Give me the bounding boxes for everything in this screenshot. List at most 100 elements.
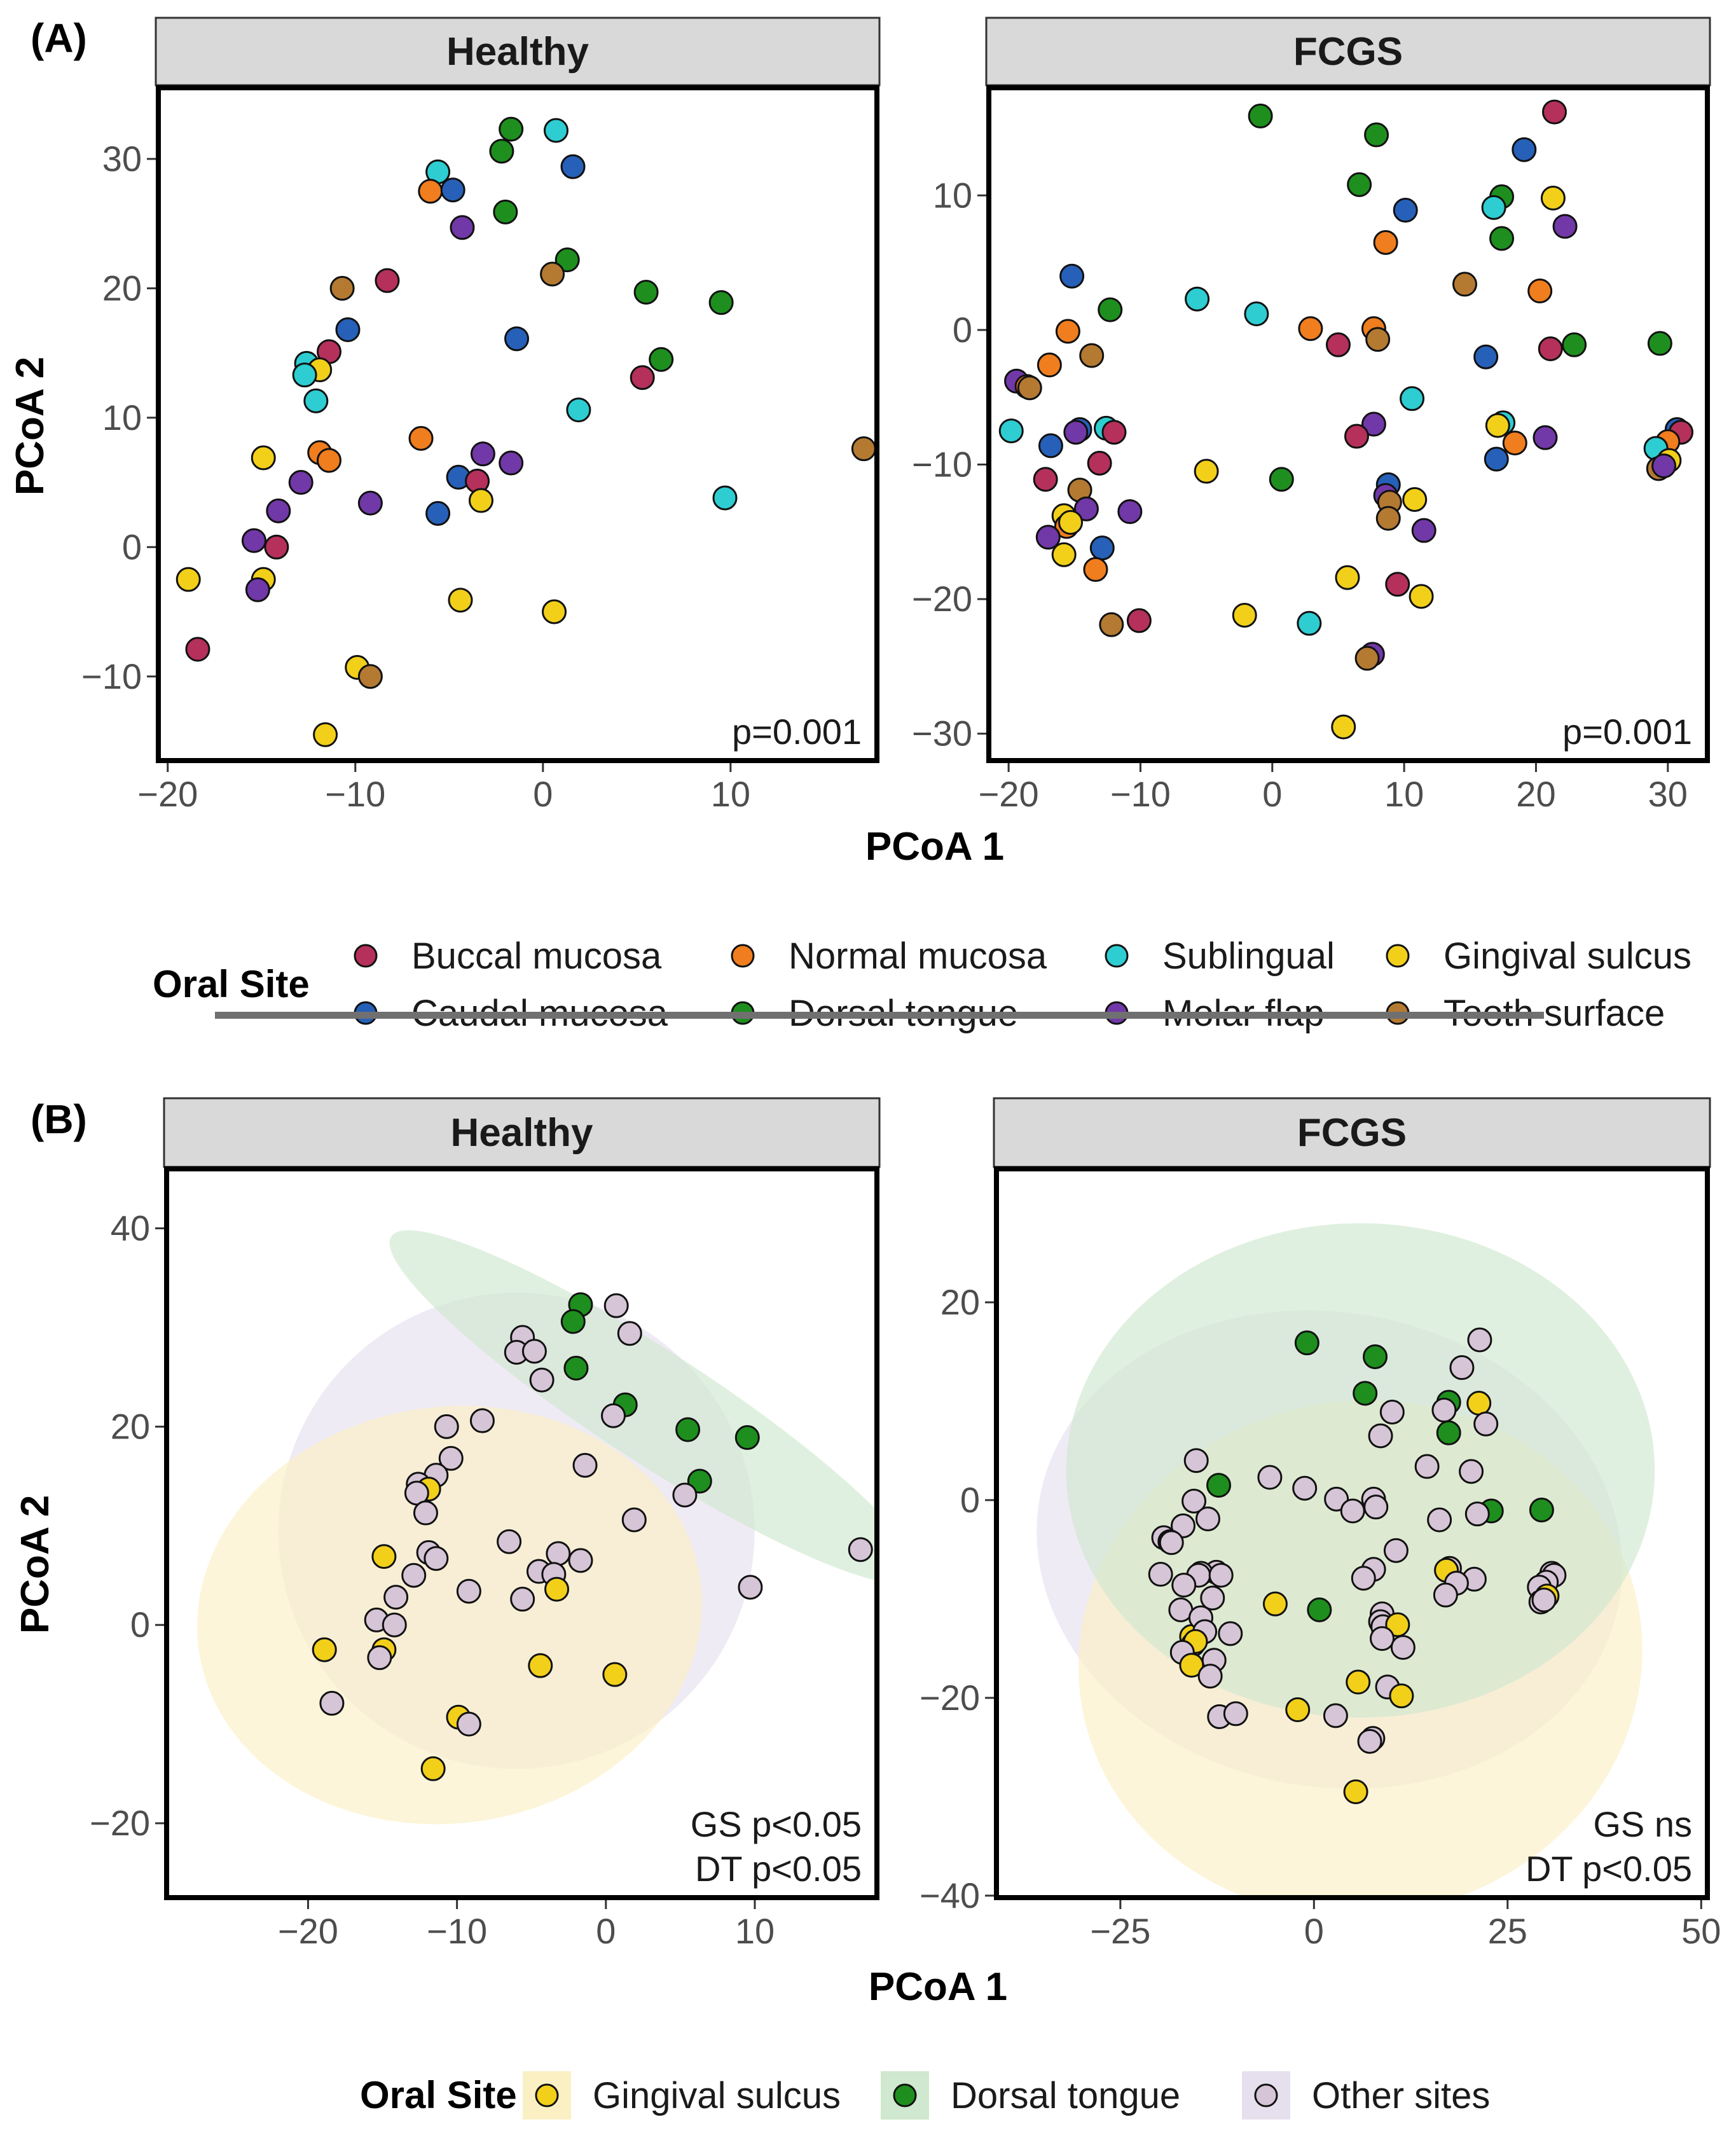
point-normal-mucosa	[1037, 352, 1062, 378]
point-molar-flap	[1073, 496, 1099, 521]
panel-label-a: (A)	[31, 15, 87, 61]
point-other-sites	[1369, 1626, 1395, 1652]
strip-title-b-fcgs: FCGS	[1297, 1111, 1407, 1155]
point-other-sites	[572, 1452, 598, 1478]
point-sublingual	[566, 397, 591, 423]
legend-b-item-other-sites: Other sites	[1242, 2071, 1490, 2120]
point-other-sites	[1379, 1400, 1405, 1425]
point-other-sites	[1414, 1454, 1440, 1479]
point-other-sites	[621, 1507, 647, 1533]
point-gingival-sulcus	[1466, 1391, 1492, 1416]
point-buccal-mucosa	[185, 637, 210, 662]
y-tick-label: 0	[960, 1480, 980, 1520]
point-tooth-surface	[1375, 506, 1401, 531]
x-tick-label: 0	[1304, 1911, 1324, 1951]
y-tick-label: −30	[912, 714, 972, 754]
point-buccal-mucosa	[1538, 336, 1563, 362]
point-buccal-mucosa	[1344, 424, 1369, 449]
facet-a-healthy: Healthy −20 −10 0 10 −10 0 10 20 30 p=0.001	[81, 17, 881, 814]
y-tick-label: −10	[912, 444, 972, 484]
point-caudal-mucosa	[1059, 263, 1085, 289]
point-gingival-sulcus	[1335, 565, 1360, 590]
point-dorsal-tongue	[1307, 1597, 1332, 1623]
x-tick-label: −10	[325, 774, 385, 814]
point-gingival-sulcus	[371, 1544, 397, 1569]
strip-title-b-healthy: Healthy	[451, 1111, 593, 1155]
plot-layer: Healthy −20 −10 0 10 −10 0 10 20 30 p=0.001 FCGS −20…	[81, 17, 1721, 1951]
point-dorsal-tongue	[649, 347, 674, 372]
point-dorsal-tongue	[1098, 297, 1123, 322]
y-tick-label: −20	[920, 1678, 980, 1718]
point-caudal-mucosa	[1484, 446, 1509, 472]
point-other-sites	[1292, 1475, 1318, 1501]
ellipse-gingival-sulcus	[197, 1405, 702, 1824]
legend-a-title: Oral Site	[153, 963, 310, 1005]
point-dorsal-tongue	[1269, 467, 1294, 492]
x-tick-label: −10	[427, 1911, 487, 1951]
point-other-sites	[1181, 1488, 1207, 1514]
point-other-sites	[1368, 1423, 1393, 1449]
point-dorsal-tongue	[1294, 1330, 1319, 1356]
y-tick-label: 20	[940, 1282, 980, 1322]
xlabel-b: PCoA 1	[869, 1965, 1007, 2009]
point-gingival-sulcus	[313, 722, 338, 747]
point-other-sites	[1208, 1562, 1234, 1588]
point-other-sites	[1223, 1701, 1248, 1727]
panel-border-b-healthy	[164, 1166, 879, 1900]
point-dorsal-tongue	[1436, 1420, 1461, 1445]
y-tick-label: 0	[122, 527, 142, 567]
point-caudal-mucosa	[1089, 535, 1115, 561]
point-other-sites	[1323, 1703, 1348, 1728]
point-molar-flap	[288, 470, 313, 495]
y-tick-label: 30	[102, 139, 142, 179]
point-gingival-sulcus	[528, 1653, 553, 1678]
point-dorsal-tongue	[555, 247, 580, 273]
point-dorsal-tongue	[1562, 332, 1587, 357]
y-tick-label: −20	[90, 1803, 150, 1843]
point-dorsal-tongue	[1248, 103, 1273, 128]
point-other-sites	[1449, 1355, 1475, 1381]
point-molar-flap	[241, 528, 266, 553]
point-molar-flap	[470, 441, 495, 467]
point-gingival-sulcus	[1409, 584, 1434, 609]
point-molar-flap	[1411, 518, 1436, 543]
point-sublingual	[543, 118, 568, 143]
x-tick-label: −10	[1110, 774, 1171, 814]
point-gingival-sulcus	[602, 1662, 628, 1687]
x-tick-label: 30	[1648, 774, 1688, 814]
x-tick-label: −20	[979, 774, 1039, 814]
point-normal-mucosa	[1527, 279, 1553, 304]
point-other-sites	[1357, 1728, 1382, 1754]
legend-label: Gingival sulcus	[1443, 935, 1691, 977]
point-buccal-mucosa	[375, 268, 400, 293]
panel-content-a-healthy	[176, 116, 876, 747]
annotation-b-healthy: DT p<0.05	[695, 1849, 862, 1889]
point-sublingual	[303, 388, 329, 413]
point-sublingual	[1400, 386, 1425, 411]
point-tooth-surface	[1099, 612, 1124, 637]
point-other-sites	[1459, 1459, 1484, 1484]
point-caudal-mucosa	[1038, 433, 1063, 459]
panel-label-b: (B)	[31, 1096, 87, 1142]
point-molar-flap	[266, 498, 291, 523]
point-other-sites	[1467, 1327, 1492, 1353]
facet-b-healthy: Healthy −20 −10 0 10 −20 0 20 40 GS p<0.05 DT p<0.…	[90, 1097, 881, 1951]
y-tick-label: −20	[912, 579, 972, 619]
x-tick-label: 10	[711, 774, 750, 814]
legend-label: Buccal mucosa	[411, 935, 662, 977]
point-gingival-sulcus	[1285, 1697, 1311, 1723]
y-tick-label: 20	[102, 268, 142, 308]
point-caudal-mucosa	[504, 326, 530, 352]
x-tick-label: 20	[1516, 774, 1555, 814]
strip-a-fcgs	[985, 17, 1711, 86]
point-gingival-sulcus	[176, 567, 201, 592]
ellipse-dorsal-tongue	[389, 1230, 877, 1583]
point-sublingual	[1481, 195, 1506, 220]
point-buccal-mucosa	[1385, 572, 1410, 597]
point-molar-flap	[357, 490, 383, 516]
point-other-sites	[617, 1321, 642, 1346]
point-gingival-sulcus	[1262, 1591, 1288, 1617]
point-other-sites	[603, 1293, 629, 1318]
point-other-sites	[382, 1612, 407, 1638]
